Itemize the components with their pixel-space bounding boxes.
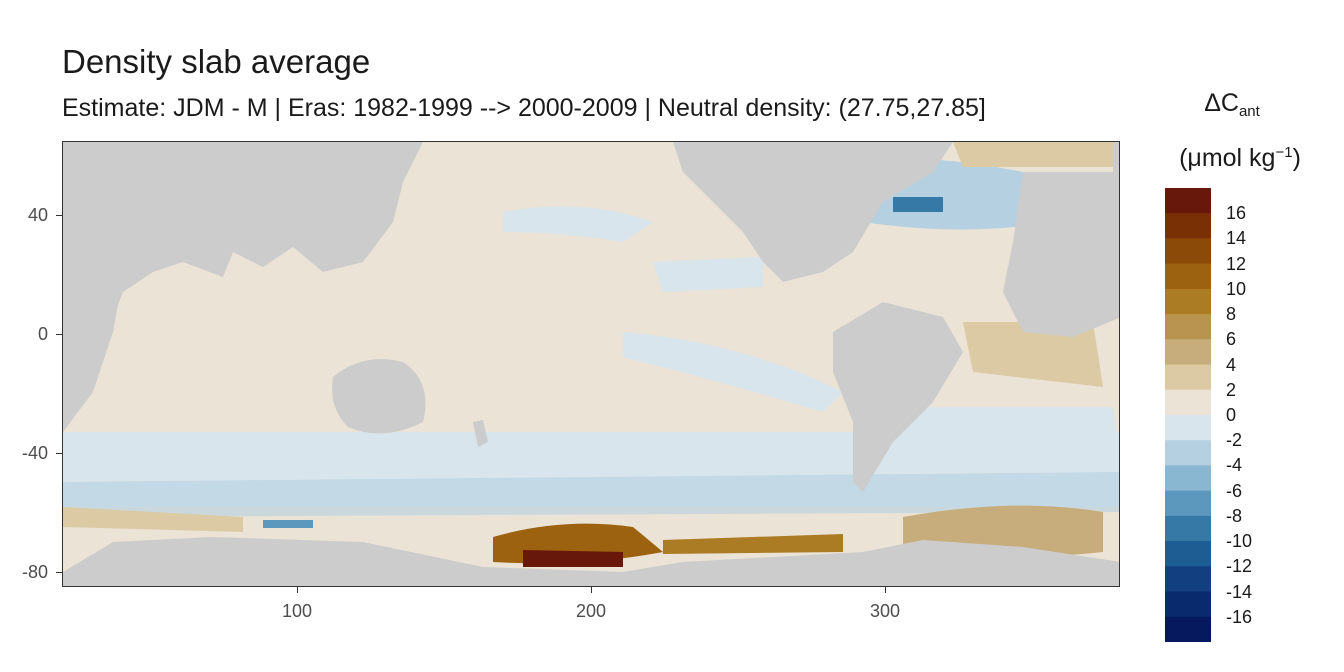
amundsen-brown-patch <box>663 534 843 554</box>
legend-color-swatch <box>1165 389 1211 416</box>
legend-unit-close: ) <box>1292 144 1301 172</box>
legend-color-swatch <box>1165 339 1211 366</box>
legend-tick-label: -8 <box>1226 505 1243 526</box>
legend-tick-label: -2 <box>1226 430 1243 451</box>
ross-sea-darkest-patch <box>523 550 623 567</box>
legend-tick-label: 10 <box>1226 278 1247 299</box>
legend-unit: (μmol kg−1) <box>1160 136 1320 175</box>
south-pacific-blue-patch <box>623 332 843 412</box>
y-tick-label: 0 <box>37 324 48 344</box>
legend-tick-label: -16 <box>1226 606 1253 627</box>
y-tick-label: 40 <box>27 205 48 225</box>
new-zealand-landmass <box>473 420 488 447</box>
map-svg <box>63 142 1119 586</box>
australia-landmass <box>332 359 426 434</box>
x-tick-label: 100 <box>281 601 313 621</box>
legend-tick-label: -10 <box>1226 531 1253 552</box>
africa-east-landmass <box>1003 172 1119 337</box>
x-tick-mark <box>885 587 886 593</box>
legend-unit-open: (μmol kg <box>1179 144 1276 172</box>
legend-tick-label: 14 <box>1226 228 1247 249</box>
legend-color-swatch <box>1165 616 1211 642</box>
legend-color-swatch <box>1165 541 1211 567</box>
legend-tick-label: 16 <box>1226 203 1247 224</box>
legend-color-swatch <box>1165 314 1211 340</box>
y-tick-mark <box>56 215 62 216</box>
legend-color-swatch <box>1165 213 1211 239</box>
legend-color-swatch <box>1165 465 1211 492</box>
y-tick-label: -80 <box>21 562 48 582</box>
y-tick-mark <box>56 453 62 454</box>
legend-tick-label: 6 <box>1226 329 1237 350</box>
x-tick-mark <box>297 587 298 593</box>
legend-color-swatch <box>1165 490 1211 517</box>
map-panel <box>62 141 1120 587</box>
arctic-brown-patch <box>953 142 1119 167</box>
x-tick-label: 200 <box>575 601 607 621</box>
weddell-brown-patch <box>63 507 243 532</box>
legend-unit-superscript: −1 <box>1275 144 1293 161</box>
legend-color-swatch <box>1165 515 1211 542</box>
labrador-sea-patch <box>893 197 943 212</box>
legend-color-swatch <box>1165 188 1211 214</box>
legend-color-swatch <box>1165 591 1211 618</box>
indian-antarctic-blue-patch <box>263 520 313 528</box>
land-layer <box>63 142 1119 586</box>
legend-color-swatch <box>1165 263 1211 290</box>
legend-tick-label: -6 <box>1226 480 1243 501</box>
legend-title: ΔCant <box>1172 86 1292 129</box>
ocean-anomaly-layer <box>63 142 1119 567</box>
legend-tick-label: -14 <box>1226 581 1253 602</box>
y-tick-mark <box>56 572 62 573</box>
eurasia-east-landmass <box>1113 142 1119 262</box>
y-tick-label: -40 <box>21 443 48 463</box>
east-pacific-blue-patch <box>653 257 763 292</box>
north-pacific-blue-patch <box>503 206 653 242</box>
legend-color-bar <box>1165 188 1211 642</box>
legend-color-swatch <box>1165 288 1211 315</box>
legend-tick-label: 4 <box>1226 354 1237 375</box>
south-atlantic-blue-patch <box>883 407 1119 472</box>
africa-landmass <box>63 272 123 432</box>
legend-tick-label: 0 <box>1226 405 1237 425</box>
north-america-landmass <box>673 142 953 282</box>
legend-title-subscript: ant <box>1238 103 1260 120</box>
legend-tick-label: 8 <box>1226 304 1237 325</box>
legend-tick-label: 2 <box>1226 379 1237 400</box>
legend-tick-label: 12 <box>1226 253 1247 274</box>
south-america-landmass <box>833 302 963 492</box>
antarctica-landmass <box>63 537 1119 586</box>
y-tick-mark <box>56 334 62 335</box>
legend-tick-label: -4 <box>1226 455 1243 476</box>
chart-subtitle: Estimate: JDM - M | Eras: 1982-1999 --> … <box>62 94 986 122</box>
legend-color-swatch <box>1165 364 1211 391</box>
legend-color-swatch <box>1165 415 1211 441</box>
legend-tick-label: -12 <box>1226 556 1253 577</box>
x-tick-label: 300 <box>869 601 901 621</box>
legend-color-swatch <box>1165 238 1211 265</box>
x-tick-mark <box>591 587 592 593</box>
eurasia-africa-landmass <box>63 142 423 432</box>
legend-color-swatch <box>1165 566 1211 593</box>
legend-color-swatch <box>1165 440 1211 466</box>
chart-title: Density slab average <box>62 43 371 80</box>
south-atlantic-brown-patch <box>963 322 1103 387</box>
legend-title-main: ΔC <box>1204 89 1239 117</box>
